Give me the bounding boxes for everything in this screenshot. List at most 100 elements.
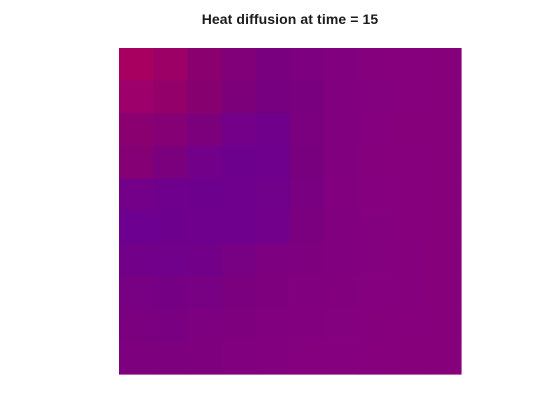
- heatmap-cell: [187, 308, 223, 342]
- heatmap-cell: [392, 341, 428, 375]
- heatmap-cell: [324, 48, 359, 82]
- heatmap-cell: [119, 48, 154, 82]
- heatmap-cell: [221, 80, 257, 114]
- heatmap-cell: [290, 243, 325, 277]
- heatmap-cell: [324, 211, 359, 245]
- heatmap-cell: [290, 80, 325, 114]
- heatmap-cell: [119, 341, 154, 375]
- heatmap-cell: [221, 48, 257, 82]
- heatmap-cell: [255, 341, 291, 375]
- heatmap-cell: [153, 80, 188, 114]
- heatmap-cell: [426, 48, 462, 82]
- heatmap-cell: [426, 243, 462, 277]
- heatmap-cell: [358, 113, 394, 147]
- heatmap-cell: [392, 211, 428, 245]
- heatmap-cell: [221, 145, 257, 179]
- heatmap-cell: [426, 308, 462, 342]
- heatmap-cell: [324, 113, 359, 147]
- heatmap-cell: [221, 308, 257, 342]
- heatmap-cell: [153, 48, 188, 82]
- heatmap-cell: [358, 48, 394, 82]
- heatmap-cell: [187, 243, 223, 277]
- heatmap-cell: [324, 178, 359, 212]
- heatmap-cell: [392, 80, 428, 114]
- heatmap-cell: [358, 211, 394, 245]
- heatmap-cell: [153, 341, 188, 375]
- heatmap-cell: [392, 243, 428, 277]
- heatmap-cell: [187, 341, 223, 375]
- heatmap-cell: [358, 243, 394, 277]
- heatmap-cell: [392, 178, 428, 212]
- heatmap-cell: [255, 276, 291, 310]
- heatmap-cell: [153, 276, 188, 310]
- heatmap-cell: [358, 308, 394, 342]
- heatmap-cell: [290, 308, 325, 342]
- heatmap-cell: [119, 308, 154, 342]
- heatmap-cell: [187, 178, 223, 212]
- heatmap-cell: [187, 276, 223, 310]
- heatmap-cell: [290, 48, 325, 82]
- heatmap-cell: [119, 178, 154, 212]
- heatmap-cell: [426, 145, 462, 179]
- heatmap-cell: [119, 276, 154, 310]
- heatmap-cell: [426, 276, 462, 310]
- heatmap-cell: [324, 243, 359, 277]
- heatmap-cell: [153, 145, 188, 179]
- heatmap-cell: [221, 276, 257, 310]
- heatmap-cell: [255, 243, 291, 277]
- heatmap-cell: [255, 113, 291, 147]
- heatmap-cell: [187, 113, 223, 147]
- heatmap-cell: [153, 308, 188, 342]
- heatmap-cell: [392, 308, 428, 342]
- heatmap-cell: [119, 243, 154, 277]
- heatmap-cell: [187, 145, 223, 179]
- heatmap-cell: [358, 178, 394, 212]
- heatmap-cell: [290, 145, 325, 179]
- heatmap-cell: [153, 243, 188, 277]
- heatmap-cell: [153, 178, 188, 212]
- heatmap-cell: [392, 113, 428, 147]
- heatmap-cell: [392, 48, 428, 82]
- heatmap-cell: [119, 145, 154, 179]
- heatmap-cell: [187, 48, 223, 82]
- heatmap-cell: [290, 211, 325, 245]
- heatmap-cell: [119, 80, 154, 114]
- heatmap-cell: [358, 341, 394, 375]
- heatmap-cell: [119, 113, 154, 147]
- heatmap-cell: [187, 80, 223, 114]
- heatmap-cell: [426, 113, 462, 147]
- heatmap-cell: [324, 276, 359, 310]
- heatmap-cell: [324, 341, 359, 375]
- heatmap-cell: [290, 341, 325, 375]
- heatmap-cell: [255, 211, 291, 245]
- heatmap-cell: [221, 243, 257, 277]
- heatmap-cell: [358, 145, 394, 179]
- heatmap-cell: [153, 113, 188, 147]
- heatmap-cell: [119, 211, 154, 245]
- heatmap-cell: [324, 80, 359, 114]
- heatmap-cell: [358, 276, 394, 310]
- heatmap-cell: [358, 80, 394, 114]
- heatmap-cell: [255, 80, 291, 114]
- heatmap-cell: [255, 145, 291, 179]
- heatmap-cell: [324, 145, 359, 179]
- heatmap-cell: [324, 308, 359, 342]
- heatmap-cell: [255, 48, 291, 82]
- heatmap-cell: [392, 276, 428, 310]
- heatmap-cell: [426, 341, 462, 375]
- heatmap-cell: [153, 211, 188, 245]
- heatmap-cell: [187, 211, 223, 245]
- heatmap-cell: [426, 211, 462, 245]
- heatmap-cell: [426, 80, 462, 114]
- heatmap-cell: [221, 211, 257, 245]
- heatmap-cell: [290, 276, 325, 310]
- heatmap-cell: [255, 308, 291, 342]
- heatmap-cell: [426, 178, 462, 212]
- heatmap-cell: [255, 178, 291, 212]
- heatmap-cell: [221, 113, 257, 147]
- heatmap-cell: [221, 341, 257, 375]
- heatmap-cell: [221, 178, 257, 212]
- heatmap-cell: [290, 113, 325, 147]
